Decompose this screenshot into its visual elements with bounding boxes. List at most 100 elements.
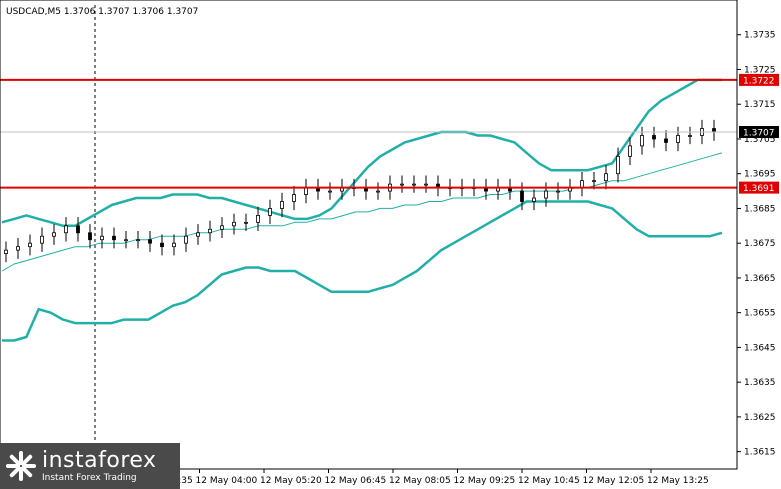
candle xyxy=(592,171,596,190)
candle-body xyxy=(232,221,236,227)
candle xyxy=(664,130,668,152)
candle-body xyxy=(688,135,692,137)
candle-body xyxy=(304,187,308,195)
candle xyxy=(400,175,404,193)
candle-body xyxy=(52,232,56,237)
candle-body xyxy=(40,235,44,244)
candle-body xyxy=(244,221,248,224)
y-tick-label: 1.3685 xyxy=(744,204,776,214)
y-tick-label: 1.3655 xyxy=(744,309,776,319)
candle xyxy=(28,234,32,256)
candle xyxy=(376,182,380,200)
y-tick-label: 1.3645 xyxy=(744,343,776,353)
candle-body xyxy=(520,190,524,202)
price-axis: 1.3735 1.3725 1.3715 1.3705 1.3695 1.3685 1.36… xyxy=(737,31,776,458)
bollinger-lower-line xyxy=(2,200,723,342)
candle-body xyxy=(280,201,284,209)
candle xyxy=(280,192,284,218)
moving-average-line xyxy=(1,152,723,272)
candle-body xyxy=(592,180,596,183)
x-tick-label: 12 May 09:25 xyxy=(454,476,516,486)
candle xyxy=(616,147,620,183)
bollinger-upper-line xyxy=(1,78,722,228)
candle-body xyxy=(580,180,584,189)
candle-body xyxy=(292,194,296,202)
candle-body xyxy=(184,235,188,244)
candle-body xyxy=(112,235,116,241)
level-label: 1.3691 xyxy=(743,184,775,194)
candle xyxy=(412,175,416,193)
x-tick-label: 12 May 08:05 xyxy=(389,476,451,486)
candle xyxy=(544,182,548,207)
current-price-label: 1.3707 xyxy=(743,129,775,139)
candle xyxy=(220,217,224,238)
candle xyxy=(640,126,644,155)
candle xyxy=(172,234,176,256)
candle-body xyxy=(604,173,608,182)
chart-title: USDCAD,M5 1.3706 1.3707 1.3706 1.3707 xyxy=(6,7,198,17)
logo-burst-icon xyxy=(6,451,36,481)
candle xyxy=(232,213,236,235)
candle-body xyxy=(544,190,548,199)
candle xyxy=(16,237,20,259)
y-tick-label: 1.3695 xyxy=(744,170,776,180)
candle xyxy=(532,189,536,211)
candle xyxy=(652,126,656,148)
candle xyxy=(256,206,260,232)
candle-body xyxy=(16,246,20,251)
candle-body xyxy=(220,225,224,230)
candle-body xyxy=(208,228,212,234)
candle-body xyxy=(28,242,32,248)
y-tick-label: 1.3725 xyxy=(744,65,776,75)
candle xyxy=(604,165,608,190)
level-label-box xyxy=(739,181,779,194)
candle xyxy=(52,224,56,245)
candle-body xyxy=(376,190,380,193)
plot-frame xyxy=(0,0,738,470)
candle xyxy=(40,227,44,252)
candle-body xyxy=(532,197,536,202)
candle-body xyxy=(628,145,632,157)
y-tick-label: 1.3675 xyxy=(744,239,776,249)
horizontal-levels: 1.3722 1.3691 1.3707 xyxy=(0,73,779,194)
candle xyxy=(136,231,140,249)
y-tick-label: 1.3715 xyxy=(744,100,776,110)
instaforex-logo: instaforex Instant Forex Trading xyxy=(0,443,180,489)
y-tick-label: 1.3635 xyxy=(744,378,776,388)
candle-body xyxy=(556,190,560,193)
candle-body xyxy=(88,232,92,241)
candle xyxy=(160,234,164,256)
candle xyxy=(112,227,116,249)
candle-body xyxy=(424,183,428,186)
candle-body xyxy=(400,183,404,186)
candle-body xyxy=(256,214,260,223)
candle-body xyxy=(64,225,68,234)
candle xyxy=(556,182,560,200)
x-tick-label: 12 May 05:20 xyxy=(260,476,322,486)
x-tick-label: 12 May 06:45 xyxy=(325,476,387,486)
candle-body xyxy=(160,242,164,248)
candle xyxy=(184,227,188,252)
candle-body xyxy=(268,208,272,216)
candle-body xyxy=(640,135,644,147)
candle xyxy=(148,231,152,252)
candle-body xyxy=(148,239,152,244)
x-tick-label: 12 May 13:25 xyxy=(647,476,709,486)
candle-body xyxy=(124,239,128,242)
candle-body xyxy=(712,128,716,133)
candle xyxy=(268,199,272,225)
candle xyxy=(88,224,92,249)
current-price-box xyxy=(739,126,779,139)
candle-body xyxy=(664,138,668,143)
x-tick-label: 12 May 10:45 xyxy=(518,476,580,486)
candle xyxy=(676,126,680,152)
candle xyxy=(64,217,68,242)
candle-body xyxy=(616,155,620,175)
candle xyxy=(244,213,248,232)
level-label-box xyxy=(739,73,779,86)
candle-body xyxy=(196,232,200,237)
candle-body xyxy=(328,190,332,193)
candle xyxy=(196,224,200,245)
